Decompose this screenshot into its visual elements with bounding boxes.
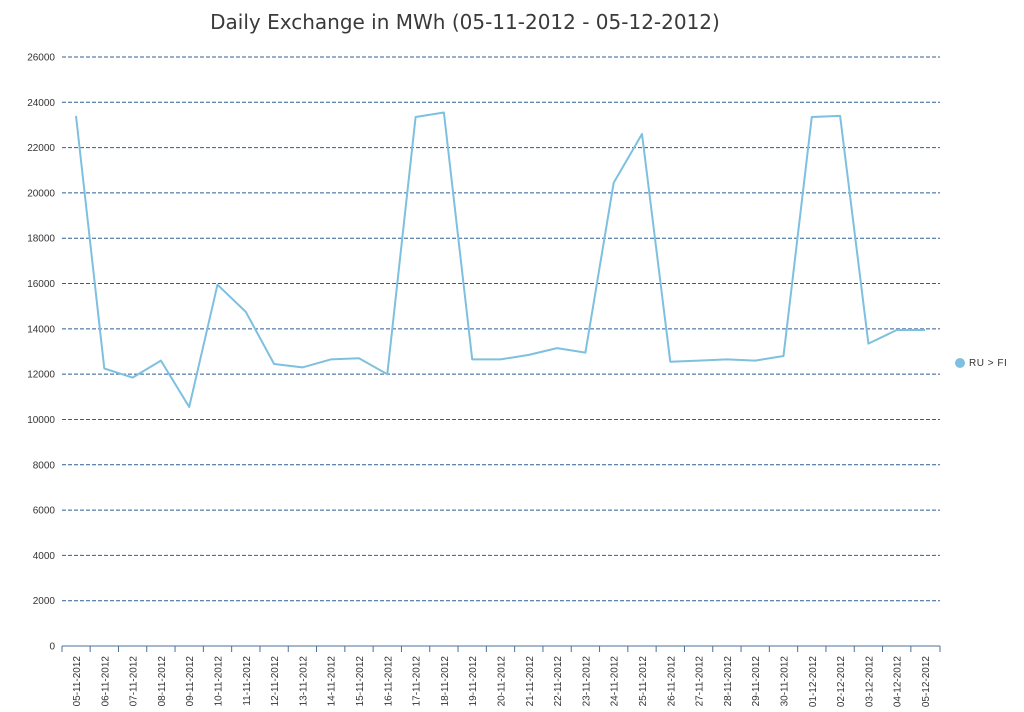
data-point[interactable]	[216, 283, 220, 287]
data-point[interactable]	[725, 357, 729, 361]
data-point[interactable]	[640, 132, 644, 136]
data-point[interactable]	[895, 328, 899, 332]
x-tick-label: 19-11-2012	[468, 656, 479, 707]
x-tick-label: 07-11-2012	[129, 656, 140, 707]
data-point[interactable]	[527, 353, 531, 357]
series-line[interactable]	[75, 111, 925, 408]
y-tick-label: 20000	[27, 188, 55, 199]
data-point[interactable]	[810, 115, 814, 119]
x-tick-label: 06-11-2012	[100, 656, 111, 707]
axes: 0 2000 4000 6000 8000 10000 12000 14000 16000 180…	[27, 53, 941, 708]
y-tick-label: 2000	[33, 596, 56, 607]
x-tick-label: 08-11-2012	[157, 656, 168, 707]
x-tick-label: 10-11-2012	[214, 656, 225, 707]
data-point[interactable]	[357, 356, 361, 360]
data-point[interactable]	[74, 114, 78, 118]
plot-area	[74, 111, 927, 409]
legend-label: RU > FI	[969, 358, 1007, 369]
data-point[interactable]	[866, 342, 870, 346]
chart-title: Daily Exchange in MWh (05-11-2012 - 05-1…	[210, 10, 720, 34]
y-tick-label: 18000	[27, 234, 55, 245]
x-tick-label: 13-11-2012	[298, 656, 309, 707]
y-tick-label: 24000	[27, 98, 55, 109]
x-tick-label: 25-11-2012	[638, 656, 649, 707]
data-point[interactable]	[555, 346, 559, 350]
x-tick-label: 22-11-2012	[553, 656, 564, 707]
data-point[interactable]	[838, 114, 842, 118]
data-point[interactable]	[159, 359, 163, 363]
legend[interactable]: RU > FI	[955, 358, 1007, 369]
data-point[interactable]	[187, 405, 191, 409]
data-point[interactable]	[102, 366, 106, 370]
x-tick-label: 23-11-2012	[581, 656, 592, 707]
x-tick-label: 11-11-2012	[242, 656, 253, 706]
x-tick-label: 16-11-2012	[383, 656, 394, 707]
data-point[interactable]	[499, 357, 503, 361]
x-tick-label: 15-11-2012	[355, 656, 366, 707]
x-tick-label: 14-11-2012	[327, 656, 338, 707]
data-point[interactable]	[612, 181, 616, 185]
x-tick-label: 03-12-2012	[864, 656, 875, 708]
y-tick-label: 22000	[27, 143, 55, 154]
data-point[interactable]	[923, 328, 927, 332]
data-point[interactable]	[583, 351, 587, 355]
data-point[interactable]	[668, 360, 672, 364]
x-tick-label: 02-12-2012	[836, 656, 847, 708]
y-tick-label: 10000	[27, 415, 55, 426]
x-tick-label: 28-11-2012	[723, 656, 734, 707]
data-point[interactable]	[385, 372, 389, 376]
data-point[interactable]	[414, 115, 418, 119]
y-tick-label: 0	[49, 642, 55, 653]
data-point[interactable]	[470, 357, 474, 361]
x-tick-label: 05-11-2012	[72, 656, 83, 707]
x-tick-label: 27-11-2012	[695, 656, 706, 707]
x-tick-label: 20-11-2012	[497, 656, 508, 707]
data-point[interactable]	[272, 362, 276, 366]
data-point[interactable]	[244, 310, 248, 314]
x-tick-label: 21-11-2012	[525, 656, 536, 707]
data-point[interactable]	[300, 365, 304, 369]
x-tick-label: 30-11-2012	[780, 656, 791, 707]
x-tick-label: 17-11-2012	[412, 656, 423, 707]
x-tick-label: 01-12-2012	[808, 656, 819, 708]
x-tick-label: 26-11-2012	[666, 656, 677, 707]
data-point[interactable]	[782, 354, 786, 358]
x-tick-label: 24-11-2012	[610, 656, 621, 707]
data-point[interactable]	[442, 111, 446, 115]
y-tick-label: 14000	[27, 324, 55, 335]
x-tick-label: 29-11-2012	[751, 656, 762, 707]
x-tick-label: 09-11-2012	[185, 656, 196, 707]
x-tick-label: 12-11-2012	[270, 656, 281, 707]
y-tick-label: 12000	[27, 370, 55, 381]
y-tick-label: 16000	[27, 279, 55, 290]
data-point[interactable]	[697, 359, 701, 363]
y-tick-label: 6000	[33, 506, 56, 517]
y-tick-label: 26000	[27, 53, 55, 64]
x-tick-label: 04-12-2012	[893, 656, 904, 708]
legend-marker	[955, 358, 965, 368]
y-tick-label: 4000	[33, 551, 56, 562]
y-tick-label: 8000	[33, 460, 56, 471]
x-tick-label: 18-11-2012	[440, 656, 451, 707]
data-point[interactable]	[329, 357, 333, 361]
x-tick-label: 05-12-2012	[921, 656, 932, 708]
data-point[interactable]	[753, 359, 757, 363]
grid-lines	[62, 56, 940, 602]
data-point[interactable]	[131, 376, 135, 380]
